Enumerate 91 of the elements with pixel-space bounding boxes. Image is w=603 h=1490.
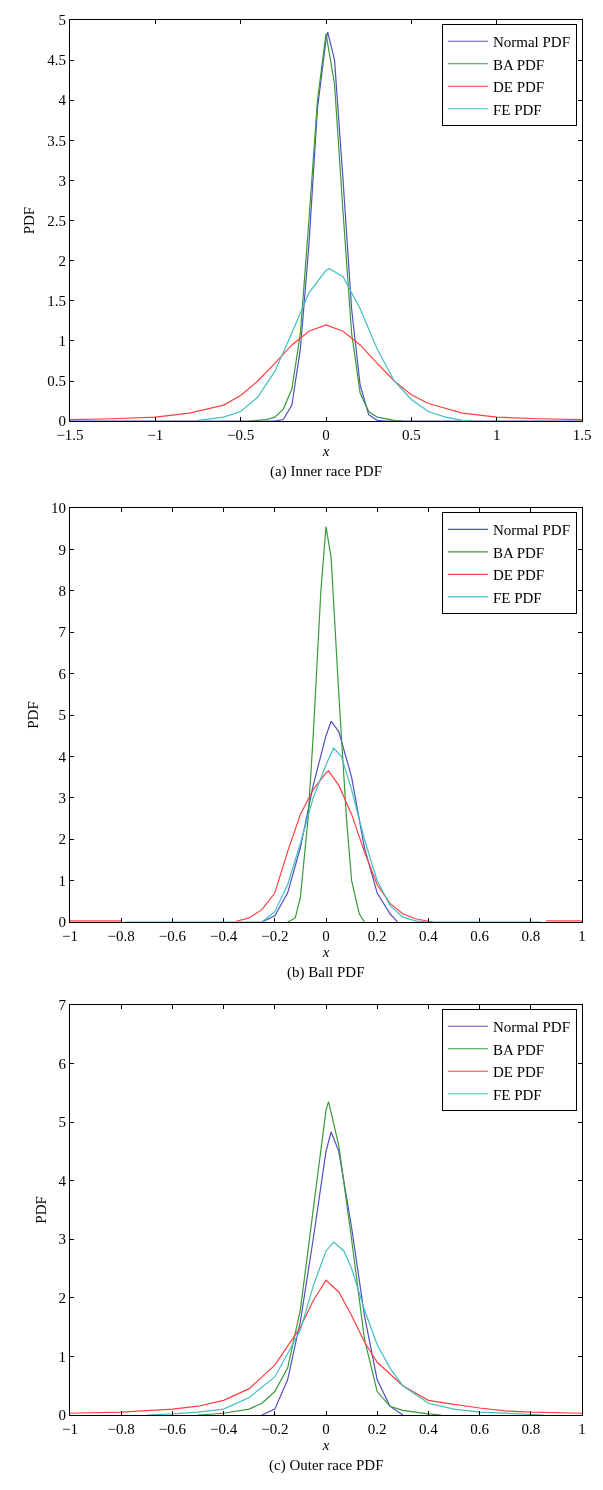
x-tick-label: −0.6 xyxy=(158,928,187,945)
x-tick-label: −0.8 xyxy=(107,928,135,945)
x-tick-label: 0.8 xyxy=(521,1421,541,1437)
y-tick-label: 4.5 xyxy=(47,52,66,69)
text: (b) Ball PDF xyxy=(287,964,365,981)
x-tick-label: −0.4 xyxy=(209,928,238,945)
line-series xyxy=(70,31,582,422)
line-series xyxy=(197,268,472,422)
y-tick-label: 5 xyxy=(58,12,66,29)
legend-label: BA PDF xyxy=(492,1041,545,1058)
x-tick-label: 0 xyxy=(322,1421,330,1437)
x-tick-label: −0.8 xyxy=(107,1421,135,1437)
line-series xyxy=(125,747,542,923)
y-tick-label: 2 xyxy=(58,252,66,269)
text: (c) Outer race PDF xyxy=(269,1457,384,1474)
x-tick-label: −0.5 xyxy=(227,427,255,444)
x-tick-label: 0.8 xyxy=(521,928,541,945)
x-tick-label: 0.6 xyxy=(470,1421,490,1437)
legend-label: Normal PDF xyxy=(492,1019,570,1036)
line-series xyxy=(70,324,582,421)
y-tick-label: 6 xyxy=(58,1055,67,1072)
legend-label: BA PDF xyxy=(492,544,545,561)
legend-label: Normal PDF xyxy=(492,34,570,51)
y-tick-label: 6 xyxy=(58,665,67,682)
y-tick-label: 10 xyxy=(51,500,66,517)
y-tick-label: 1.5 xyxy=(47,293,66,310)
legend-label: BA PDF xyxy=(492,56,545,73)
legend-label: FE PDF xyxy=(492,101,542,118)
legend-label: DE PDF xyxy=(492,1064,545,1081)
line-series xyxy=(146,1241,545,1415)
line-series xyxy=(287,525,365,923)
y-tick-label: 3 xyxy=(58,790,66,807)
y-tick-label: 4 xyxy=(58,92,67,109)
y-tick-label: 1 xyxy=(58,333,66,350)
x-tick-label: 1 xyxy=(578,928,586,945)
x-tick-label: 0 xyxy=(322,427,330,444)
y-tick-label: 5 xyxy=(58,707,66,724)
line-series xyxy=(197,1100,442,1415)
y-tick-label: 7 xyxy=(58,997,67,1014)
y-axis-title: PDF xyxy=(25,701,42,729)
y-tick-label: 0 xyxy=(58,914,66,931)
y-tick-label: 8 xyxy=(58,583,66,600)
y-tick-label: 0.5 xyxy=(47,373,66,390)
x-tick-label: 0.2 xyxy=(367,928,387,945)
y-axis-title: PDF xyxy=(21,206,38,235)
line-series xyxy=(261,1131,404,1415)
y-axis-title: PDF xyxy=(32,1196,49,1224)
y-tick-label: 5 xyxy=(58,1114,66,1131)
line-series xyxy=(248,33,404,422)
y-tick-label: 0 xyxy=(58,1407,66,1424)
legend-label: DE PDF xyxy=(492,567,545,584)
y-tick-label: 2.5 xyxy=(47,212,66,229)
x-tick-label: −0.2 xyxy=(261,1421,289,1437)
legend-label: FE PDF xyxy=(492,1086,542,1103)
x-tick-label: −1 xyxy=(62,928,78,945)
y-tick-label: 4 xyxy=(58,1172,67,1189)
x-tick-label: −1 xyxy=(147,427,164,444)
y-tick-label: 3 xyxy=(58,172,66,189)
x-tick-label: 0.2 xyxy=(367,1421,387,1437)
y-tick-label: 2 xyxy=(58,831,66,848)
x-tick-label: 0.5 xyxy=(401,427,421,444)
line-series xyxy=(261,720,399,923)
y-tick-label: 0 xyxy=(58,413,66,430)
x-tick-label: −0.6 xyxy=(158,1421,187,1437)
legend-label: DE PDF xyxy=(492,79,545,96)
x-tick-label: −1 xyxy=(62,1421,78,1437)
x-tick-label: 0.4 xyxy=(419,1421,439,1437)
x-tick-label: 0 xyxy=(322,928,330,945)
legend-label: Normal PDF xyxy=(492,522,570,539)
x-tick-label: 0.4 xyxy=(419,928,439,945)
y-tick-label: 3.5 xyxy=(47,132,66,149)
y-tick-label: 1 xyxy=(58,872,66,889)
x-tick-label: −1.5 xyxy=(56,427,84,444)
x-tick-label: 1 xyxy=(578,1421,586,1437)
y-tick-label: 9 xyxy=(58,541,66,558)
x-tick-label: 1.5 xyxy=(572,427,592,444)
legend-label: FE PDF xyxy=(492,589,542,606)
y-tick-label: 3 xyxy=(58,1231,66,1248)
y-tick-label: 2 xyxy=(58,1290,66,1307)
y-tick-label: 4 xyxy=(58,748,67,765)
x-axis-title: x xyxy=(321,443,330,460)
x-tick-label: 0.6 xyxy=(470,928,490,945)
x-tick-label: −0.4 xyxy=(209,1421,238,1437)
x-axis-title: x xyxy=(321,944,330,961)
x-tick-label: 1 xyxy=(492,427,501,444)
x-axis-title: x xyxy=(321,1437,330,1453)
line-series xyxy=(70,1279,582,1414)
y-tick-label: 7 xyxy=(58,624,67,641)
y-tick-label: 1 xyxy=(58,1348,66,1365)
x-tick-label: −0.2 xyxy=(261,928,289,945)
text: (a) Inner race PDF xyxy=(270,463,383,480)
